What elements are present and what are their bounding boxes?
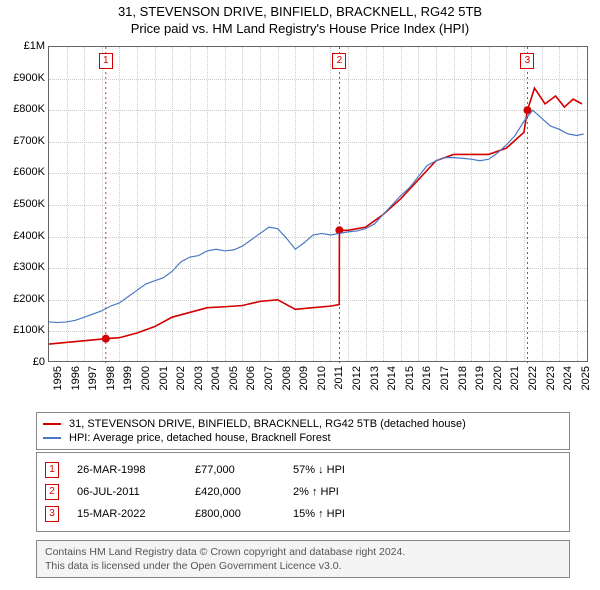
event-delta: 57% ↓ HPI [293, 464, 403, 476]
x-tick-label: 2025 [580, 366, 592, 390]
x-tick-label: 2000 [140, 366, 152, 390]
y-tick-label: £0 [1, 356, 45, 368]
legend: 31, STEVENSON DRIVE, BINFIELD, BRACKNELL… [36, 412, 570, 450]
series-line-hpi [49, 110, 584, 322]
x-tick-label: 2008 [281, 366, 293, 390]
plot-svg [49, 47, 587, 361]
callout-marker: 1 [99, 53, 113, 69]
y-tick-label: £300K [1, 261, 45, 273]
event-marker: 2 [45, 484, 59, 500]
y-tick-label: £100K [1, 324, 45, 336]
attribution-line-2: This data is licensed under the Open Gov… [45, 559, 561, 573]
x-tick-label: 2014 [386, 366, 398, 390]
x-tick-label: 2006 [245, 366, 257, 390]
x-tick-label: 2020 [492, 366, 504, 390]
legend-swatch [43, 437, 61, 439]
event-delta: 2% ↑ HPI [293, 486, 403, 498]
y-tick-label: £900K [1, 72, 45, 84]
x-tick-label: 1996 [70, 366, 82, 390]
callout-marker: 3 [520, 53, 534, 69]
event-date: 15-MAR-2022 [77, 508, 177, 520]
title-line-2: Price paid vs. HM Land Registry's House … [0, 21, 600, 36]
title-line-1: 31, STEVENSON DRIVE, BINFIELD, BRACKNELL… [0, 4, 600, 19]
y-tick-label: £400K [1, 230, 45, 242]
event-date: 06-JUL-2011 [77, 486, 177, 498]
x-tick-label: 2023 [545, 366, 557, 390]
y-tick-label: £200K [1, 293, 45, 305]
x-tick-label: 2011 [333, 366, 345, 390]
callout-marker: 2 [332, 53, 346, 69]
event-price: £800,000 [195, 508, 275, 520]
attribution: Contains HM Land Registry data © Crown c… [36, 540, 570, 578]
x-tick-label: 2015 [404, 366, 416, 390]
chart-container: 31, STEVENSON DRIVE, BINFIELD, BRACKNELL… [0, 0, 600, 590]
x-tick-label: 2017 [439, 366, 451, 390]
x-tick-label: 1997 [87, 366, 99, 390]
x-tick-label: 2018 [457, 366, 469, 390]
x-tick-label: 2016 [421, 366, 433, 390]
x-tick-label: 2003 [193, 366, 205, 390]
chart-title: 31, STEVENSON DRIVE, BINFIELD, BRACKNELL… [0, 0, 600, 36]
x-tick-label: 2021 [509, 366, 521, 390]
x-tick-label: 2005 [228, 366, 240, 390]
legend-item-price-paid: 31, STEVENSON DRIVE, BINFIELD, BRACKNELL… [43, 417, 563, 431]
y-tick-label: £500K [1, 198, 45, 210]
event-price: £77,000 [195, 464, 275, 476]
x-tick-label: 2010 [316, 366, 328, 390]
x-tick-label: 2009 [298, 366, 310, 390]
event-date: 26-MAR-1998 [77, 464, 177, 476]
events-table: 1 26-MAR-1998 £77,000 57% ↓ HPI 2 06-JUL-2011… [36, 452, 570, 532]
event-marker: 1 [45, 462, 59, 478]
y-tick-label: £700K [1, 135, 45, 147]
legend-swatch [43, 423, 61, 425]
x-tick-label: 2024 [562, 366, 574, 390]
y-tick-label: £1M [1, 40, 45, 52]
attribution-line-1: Contains HM Land Registry data © Crown c… [45, 545, 561, 559]
event-price: £420,000 [195, 486, 275, 498]
y-tick-label: £600K [1, 166, 45, 178]
x-tick-label: 2019 [474, 366, 486, 390]
legend-label: 31, STEVENSON DRIVE, BINFIELD, BRACKNELL… [69, 418, 466, 430]
x-tick-label: 2007 [263, 366, 275, 390]
event-marker: 3 [45, 506, 59, 522]
event-delta: 15% ↑ HPI [293, 508, 403, 520]
x-tick-label: 2012 [351, 366, 363, 390]
event-row: 2 06-JUL-2011 £420,000 2% ↑ HPI [45, 481, 561, 503]
x-tick-label: 1995 [52, 366, 64, 390]
event-row: 3 15-MAR-2022 £800,000 15% ↑ HPI [45, 503, 561, 525]
plot-area: 1 2 3 [48, 46, 588, 362]
y-tick-label: £800K [1, 103, 45, 115]
x-tick-label: 1999 [122, 366, 134, 390]
legend-item-hpi: HPI: Average price, detached house, Brac… [43, 431, 563, 445]
event-row: 1 26-MAR-1998 £77,000 57% ↓ HPI [45, 459, 561, 481]
x-tick-label: 2022 [527, 366, 539, 390]
x-tick-label: 2013 [369, 366, 381, 390]
x-tick-label: 2001 [158, 366, 170, 390]
x-tick-label: 2002 [175, 366, 187, 390]
x-tick-label: 1998 [105, 366, 117, 390]
x-tick-label: 2004 [210, 366, 222, 390]
series-line-price_paid [49, 88, 582, 344]
legend-label: HPI: Average price, detached house, Brac… [69, 432, 331, 444]
